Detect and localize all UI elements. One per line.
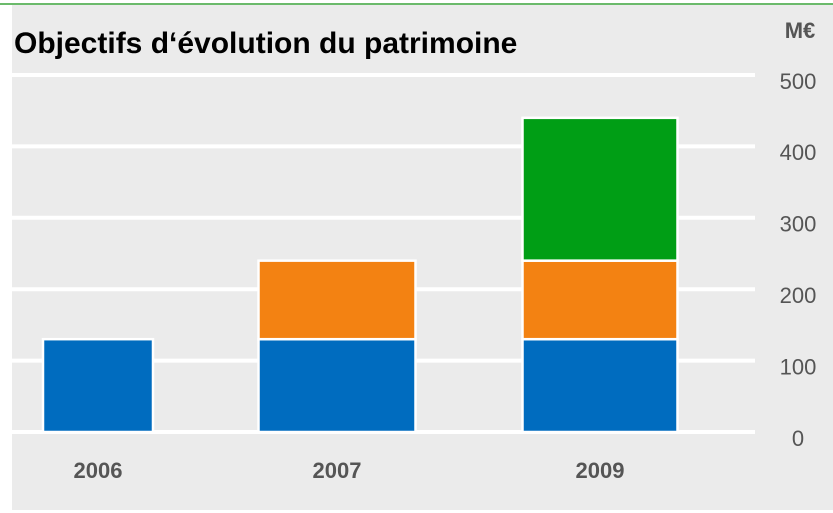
background — [12, 5, 833, 510]
y-tick-label: 100 — [780, 354, 817, 379]
x-tick-label: 2009 — [576, 458, 625, 483]
x-tick-label: 2006 — [74, 458, 123, 483]
bar-segment — [257, 337, 417, 434]
bar-segment — [521, 337, 679, 434]
y-tick-label: 0 — [792, 426, 804, 451]
bar-segment — [521, 259, 679, 341]
y-tick-label: 200 — [780, 283, 817, 308]
bar-segment — [521, 116, 679, 262]
bar-segment — [257, 259, 417, 341]
y-tick-label: 500 — [780, 69, 817, 94]
y-axis-label: M€ — [785, 18, 816, 43]
y-tick-label: 400 — [780, 140, 817, 165]
x-tick-label: 2007 — [313, 458, 362, 483]
y-tick-label: 300 — [780, 212, 817, 237]
bar-segment — [41, 337, 155, 434]
chart-title: Objectifs d‘évolution du patrimoine — [14, 27, 517, 60]
